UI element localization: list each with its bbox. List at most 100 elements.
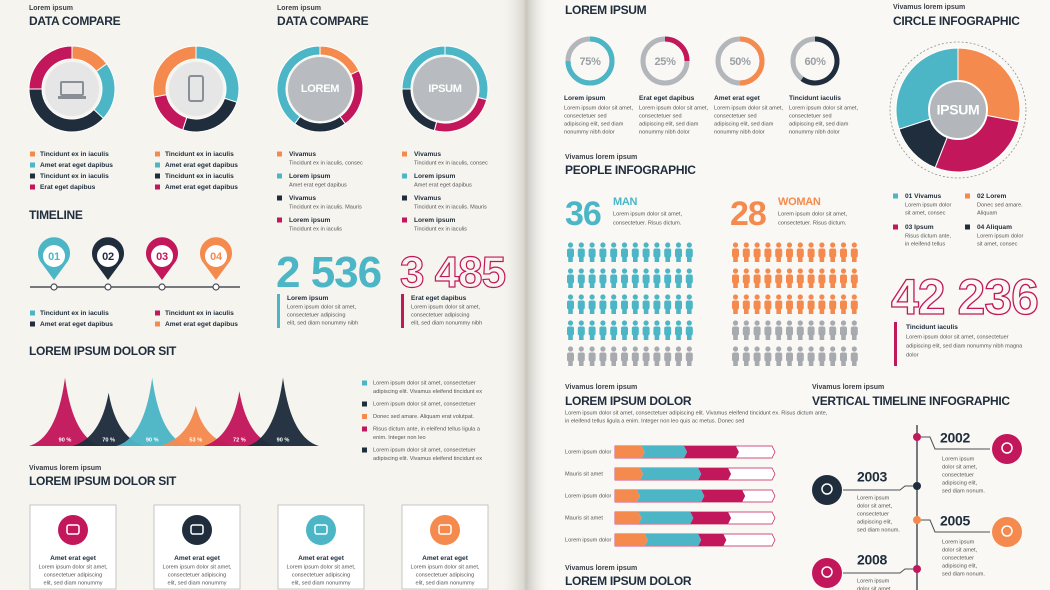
legend-text: Amet erat eget dapibus xyxy=(165,162,238,169)
person-head xyxy=(840,346,847,352)
person-head xyxy=(686,268,692,274)
person-legs xyxy=(808,334,814,340)
bar-segment xyxy=(698,534,727,546)
person-body xyxy=(685,300,693,310)
person-head xyxy=(797,268,803,274)
card-title: Amet erat eget xyxy=(174,555,221,562)
vtimeline-dot xyxy=(913,516,921,524)
list-title: Lorem ipsum xyxy=(414,173,456,180)
person-legs xyxy=(579,256,584,262)
person-legs xyxy=(744,334,749,340)
person-legs xyxy=(676,360,681,366)
person-head xyxy=(808,242,814,248)
person-body xyxy=(796,274,804,284)
kicker: Vivamus lorem ipsum xyxy=(893,4,965,11)
person-body xyxy=(753,326,761,336)
person-body xyxy=(850,352,858,362)
vtimeline-icon-glyph xyxy=(821,483,833,495)
ring-text: consectetuer sed xyxy=(564,113,607,119)
ring-label: 25% xyxy=(654,56,676,68)
person-head xyxy=(851,294,857,300)
stat-title: Lorem ipsum xyxy=(287,295,329,302)
person-legs xyxy=(787,360,792,366)
person-legs xyxy=(765,360,771,366)
person-legs xyxy=(841,334,846,340)
person-head xyxy=(665,346,671,352)
vtimeline-dot xyxy=(913,433,921,441)
person-head xyxy=(686,294,692,300)
big-number: 42 236 xyxy=(891,269,1038,325)
person-head xyxy=(686,242,692,248)
laptop-base xyxy=(58,96,86,99)
stat-text: adipiscing elit, sed diam nonummy nibh m… xyxy=(906,343,1023,349)
person-body xyxy=(642,300,650,310)
person-body xyxy=(753,274,761,284)
person-head xyxy=(786,242,793,248)
person-body xyxy=(577,326,585,336)
vtimeline-dot xyxy=(913,565,921,573)
person-legs xyxy=(654,256,660,262)
person-body xyxy=(685,248,693,258)
timeline-dot xyxy=(158,283,166,291)
person-legs xyxy=(654,334,660,340)
person-body xyxy=(577,300,585,310)
person-head xyxy=(589,268,595,274)
person-body xyxy=(610,248,618,258)
person-head xyxy=(819,320,825,326)
person-legs xyxy=(744,282,749,288)
pin-inner xyxy=(43,245,65,267)
circle-legend-title: 01 Vivamus xyxy=(905,193,942,200)
person-body xyxy=(850,274,858,284)
person-legs xyxy=(776,334,781,340)
person-legs xyxy=(776,256,781,262)
person-legs xyxy=(787,334,792,340)
bar-label: Lorem ipsum dolor xyxy=(565,449,611,455)
card-text: consectetuer adipiscing xyxy=(44,572,102,578)
legend-swatch xyxy=(362,380,367,386)
card-text: Lorem ipsum dolor sit amet, xyxy=(162,564,231,570)
bar-segment xyxy=(638,512,694,524)
person-legs xyxy=(830,334,835,340)
list-title: Lorem ipsum xyxy=(289,217,331,224)
legend-swatch xyxy=(965,224,970,230)
circle-legend-text: sit amet, consec xyxy=(905,210,946,216)
person-head xyxy=(675,346,682,352)
list-text: Tincidunt ex in iaculis, consec xyxy=(414,160,488,166)
legend-swatch xyxy=(155,162,160,168)
vtimeline-dot xyxy=(913,482,921,490)
person-legs xyxy=(665,282,670,288)
ring-text: nonummy nibh dolor xyxy=(789,129,840,135)
kicker: Vivamus lorem ipsum xyxy=(812,384,884,391)
card-text: consectetuer adipiscing xyxy=(168,572,226,578)
person-legs xyxy=(819,360,825,366)
person-head xyxy=(765,320,771,326)
person-body xyxy=(850,326,858,336)
person-body xyxy=(732,248,739,258)
person-body xyxy=(796,326,804,336)
person-head xyxy=(754,268,760,274)
person-legs xyxy=(654,308,660,314)
person-body xyxy=(786,326,793,336)
people-label: WOMAN xyxy=(778,196,821,208)
person-legs xyxy=(733,360,738,366)
ring-label: 50% xyxy=(729,56,751,68)
person-head xyxy=(797,320,803,326)
person-legs xyxy=(622,256,627,262)
person-head xyxy=(786,346,793,352)
card-text: Lorem ipsum dolor sit amet, xyxy=(38,564,107,570)
peak xyxy=(159,405,232,446)
person-body xyxy=(599,326,607,336)
person-body xyxy=(732,352,739,362)
person-legs xyxy=(600,256,606,262)
person-body xyxy=(610,326,618,336)
person-head xyxy=(675,268,682,274)
person-body xyxy=(775,248,783,258)
person-body xyxy=(753,352,761,362)
legend-swatch xyxy=(362,414,367,419)
card-text: elit, sed diam nonummy xyxy=(415,580,474,586)
person-legs xyxy=(744,256,749,262)
person-legs xyxy=(776,282,781,288)
person-body xyxy=(588,274,596,284)
person-legs xyxy=(654,282,660,288)
person-legs xyxy=(633,308,638,314)
